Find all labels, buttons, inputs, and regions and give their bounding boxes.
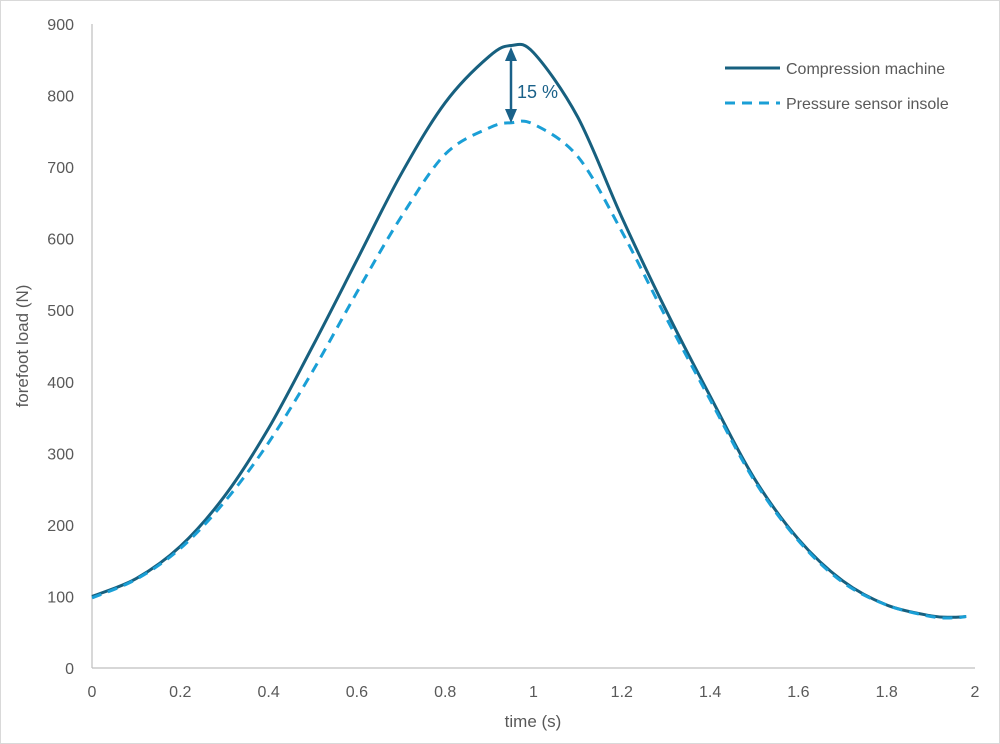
x-tick-label: 1.6 — [787, 684, 809, 701]
y-tick-label: 900 — [47, 17, 74, 34]
percent-difference-annotation: 15 % — [505, 47, 558, 123]
y-tick-label: 800 — [47, 89, 74, 106]
y-tick-labels: 0 100 200 300 400 500 600 700 800 900 — [47, 17, 74, 678]
annotation-label: 15 % — [517, 82, 558, 102]
x-axis-title: time (s) — [505, 712, 562, 731]
x-tick-label: 1.2 — [611, 684, 633, 701]
y-tick-label: 0 — [65, 661, 74, 678]
series-pressure-sensor-insole — [91, 119, 967, 620]
x-tick-label: 0.4 — [257, 684, 279, 701]
x-tick-label: 2 — [971, 684, 980, 701]
y-tick-label: 300 — [47, 446, 74, 463]
x-tick-label: 0 — [88, 684, 97, 701]
y-axis-title: forefoot load (N) — [13, 285, 32, 408]
x-tick-label: 1 — [529, 684, 538, 701]
legend-label: Pressure sensor insole — [786, 96, 949, 113]
y-tick-label: 700 — [47, 160, 74, 177]
legend: Compression machine Pressure sensor inso… — [725, 61, 949, 113]
x-tick-labels: 0 0.2 0.4 0.6 0.8 1 1.2 1.4 1.6 1.8 2 — [88, 684, 980, 701]
legend-label: Compression machine — [786, 61, 945, 78]
arrow-head-up-icon — [505, 47, 517, 61]
x-tick-label: 0.2 — [169, 684, 191, 701]
axes — [91, 24, 975, 669]
x-tick-label: 1.4 — [699, 684, 721, 701]
series-compression-machine — [91, 42, 967, 619]
x-tick-label: 1.8 — [876, 684, 898, 701]
y-tick-label: 100 — [47, 589, 74, 606]
y-tick-label: 400 — [47, 375, 74, 392]
legend-item-compression-machine: Compression machine — [725, 61, 945, 78]
y-tick-label: 600 — [47, 232, 74, 249]
arrow-head-down-icon — [505, 109, 517, 123]
x-tick-label: 0.6 — [346, 684, 368, 701]
y-tick-label: 200 — [47, 518, 74, 535]
x-tick-label: 0.8 — [434, 684, 456, 701]
series-group — [91, 42, 967, 620]
legend-item-pressure-sensor-insole: Pressure sensor insole — [725, 96, 949, 113]
y-tick-label: 500 — [47, 303, 74, 320]
